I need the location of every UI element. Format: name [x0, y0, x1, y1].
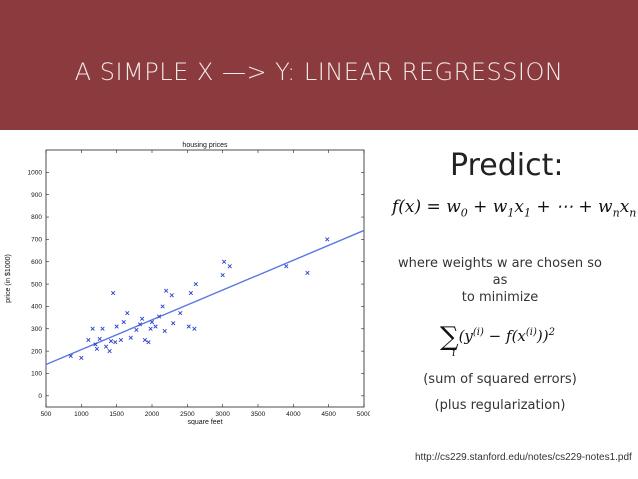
x-tick-label: 4500	[321, 411, 336, 418]
y-tick-label: 500	[31, 281, 42, 288]
data-point	[125, 311, 130, 316]
squared-errors-note: (sum of squared errors)	[423, 372, 577, 387]
y-tick-label: 400	[31, 304, 42, 311]
data-point	[164, 288, 169, 293]
x-tick-label: 3000	[215, 411, 230, 418]
data-point	[186, 324, 191, 329]
plot-area	[45, 149, 365, 408]
data-point	[148, 326, 153, 331]
data-point	[139, 316, 145, 321]
data-point	[86, 337, 91, 343]
data-point	[121, 319, 126, 325]
x-tick-label: 2000	[145, 411, 160, 418]
x-tick-label: 5000	[357, 411, 370, 418]
data-point	[146, 340, 151, 345]
data-point	[156, 314, 162, 319]
data-point	[169, 293, 174, 298]
data-point	[221, 259, 227, 264]
data-point	[192, 326, 197, 331]
y-tick-label: 800	[31, 214, 42, 221]
regularization-note: (plus regularization)	[434, 398, 566, 413]
x-tick-label: 500	[41, 411, 52, 418]
data-point	[134, 327, 139, 333]
data-point	[160, 304, 165, 309]
y-axis-label: price (in $1000)	[5, 254, 12, 303]
data-point	[103, 344, 109, 349]
data-point	[220, 273, 225, 278]
weights-description: where weights w are chosen so as to mini…	[372, 255, 628, 306]
y-tick-label: 600	[31, 259, 42, 266]
description-line: as	[492, 273, 508, 288]
data-point	[118, 337, 124, 343]
data-point	[149, 319, 155, 325]
y-tick-label: 0	[38, 393, 42, 400]
data-point	[284, 264, 289, 269]
data-point	[142, 337, 148, 343]
y-tick-label: 100	[31, 371, 42, 378]
data-point	[113, 340, 118, 345]
prediction-formula: f(x) = w0 + w1x1 + ⋯ + wnxn	[392, 197, 637, 220]
data-point	[193, 281, 198, 287]
slide-header: A SIMPLE X —> Y: LINEAR REGRESSION	[0, 0, 638, 130]
chart-title: housing prices	[182, 142, 228, 149]
data-point	[90, 326, 95, 331]
data-point	[93, 342, 98, 347]
slide-title: A SIMPLE X —> Y: LINEAR REGRESSION	[74, 58, 564, 86]
predict-heading: Predict:	[450, 148, 564, 183]
data-point	[107, 349, 112, 354]
data-point	[128, 335, 133, 340]
data-point	[100, 326, 105, 331]
x-tick-label: 3500	[251, 411, 266, 418]
x-tick-label: 4000	[286, 411, 301, 418]
y-tick-label: 700	[31, 237, 42, 244]
y-tick-label: 1000	[28, 170, 43, 177]
regression-line	[45, 229, 365, 366]
x-tick-label: 1500	[109, 411, 124, 418]
y-tick-label: 300	[31, 326, 42, 333]
x-tick-label: 2500	[180, 411, 195, 418]
y-tick-label: 900	[31, 192, 42, 199]
y-tick-label: 200	[31, 348, 42, 355]
data-point	[114, 324, 119, 329]
data-point	[227, 264, 232, 269]
loss-formula: ∑ i (y(i) − f(x(i)))2	[440, 322, 555, 359]
data-point	[137, 322, 143, 327]
data-point	[162, 328, 167, 334]
description-line: where weights w are chosen so	[398, 256, 602, 271]
data-point	[325, 237, 330, 242]
data-point	[153, 324, 158, 329]
reference-link[interactable]: http://cs229.stanford.edu/notes/cs229-no…	[415, 452, 632, 463]
data-point	[94, 346, 99, 352]
data-point	[305, 270, 310, 276]
data-point	[188, 290, 193, 296]
data-point	[97, 336, 102, 341]
data-point	[79, 355, 84, 360]
data-point	[111, 290, 116, 296]
data-point	[108, 338, 114, 344]
x-axis-label: square feet	[187, 419, 222, 425]
description-line: to minimize	[461, 290, 539, 305]
data-point	[178, 311, 183, 316]
x-tick-label: 1000	[74, 411, 89, 418]
data-point	[171, 321, 176, 326]
data-point	[68, 353, 73, 359]
